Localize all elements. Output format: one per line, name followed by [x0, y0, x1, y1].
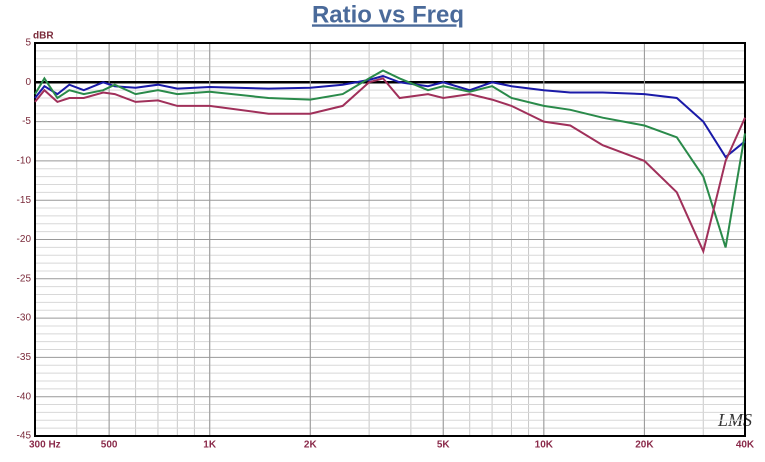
y-tick-label: -5 — [22, 116, 31, 127]
x-tick-label: 300 Hz — [29, 440, 61, 451]
x-tick-label: 40K — [736, 440, 755, 451]
x-tick-label: 500 — [101, 440, 118, 451]
x-tick-label: 10K — [535, 440, 554, 451]
x-tick-label: 5K — [437, 440, 451, 451]
y-tick-label: -15 — [17, 195, 32, 206]
x-tick-label: 20K — [635, 440, 654, 451]
series-line — [34, 77, 746, 255]
series-line — [34, 69, 746, 248]
y-tick-label: -20 — [17, 234, 32, 245]
y-tick-label: 5 — [25, 38, 31, 49]
chart-title: Ratio vs Freq — [312, 1, 464, 28]
y-axis-label: dBR — [33, 31, 54, 42]
y-tick-label: -45 — [17, 431, 32, 442]
y-tick-label: -40 — [17, 391, 32, 402]
y-tick-label: -35 — [17, 352, 32, 363]
plot-frame — [34, 42, 746, 437]
y-tick-label: -30 — [17, 313, 32, 324]
series-line — [34, 74, 746, 159]
x-tick-label: 1K — [203, 440, 217, 451]
y-tick-label: 0 — [25, 77, 31, 88]
y-tick-label: -25 — [17, 273, 32, 284]
y-tick-label: -10 — [17, 156, 32, 167]
x-tick-label: 2K — [304, 440, 318, 451]
